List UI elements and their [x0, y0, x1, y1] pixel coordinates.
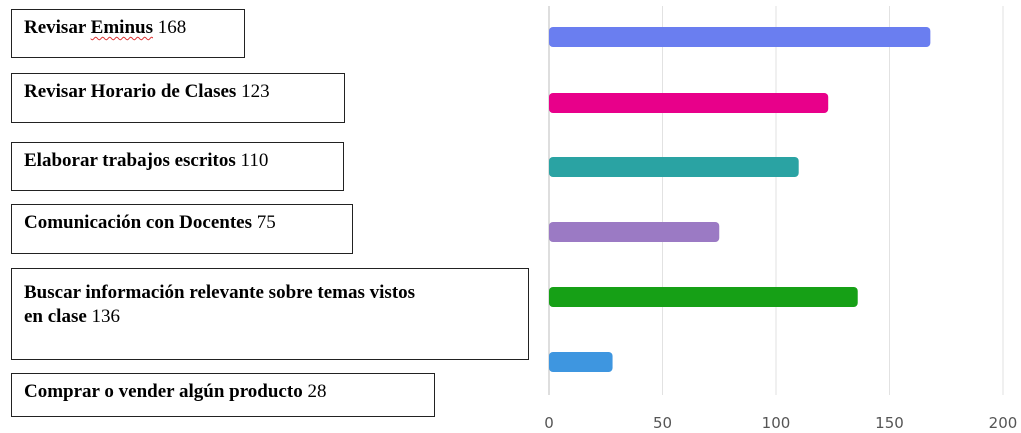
- label-comprar-vender: Comprar o vender algún producto 28: [11, 373, 435, 417]
- label-comunicacion-docentes: Comunicación con Docentes 75: [11, 204, 353, 254]
- label-value: 28: [307, 381, 327, 402]
- label-value: 110: [240, 150, 269, 171]
- label-value: 136: [91, 306, 121, 327]
- label-name-line2: en clase: [24, 306, 87, 327]
- label-name: Revisar Horario de Clases: [24, 81, 237, 102]
- bar: [549, 27, 931, 47]
- bar: [549, 287, 858, 307]
- label-revisar-horario: Revisar Horario de Clases 123: [11, 73, 345, 123]
- bar: [549, 93, 829, 113]
- x-tick-label: 150: [875, 414, 904, 432]
- x-tick-label: 50: [653, 414, 672, 432]
- bar: [549, 352, 613, 372]
- label-name-line1: Buscar información relevante sobre temas…: [24, 282, 416, 303]
- label-name-text: Revisar Eminus: [24, 17, 153, 38]
- grid-lines: [548, 6, 1004, 395]
- x-tick-label: 200: [989, 414, 1018, 432]
- label-name: Comunicación con Docentes: [24, 212, 252, 233]
- bar: [549, 222, 720, 242]
- bar: [549, 157, 799, 177]
- x-tick-labels: 0 50 100 150 200: [544, 414, 1017, 432]
- label-elaborar-trabajos: Elaborar trabajos escritos 110: [11, 142, 344, 191]
- label-buscar-informacion: Buscar información relevante sobre temas…: [11, 268, 529, 360]
- label-value: 75: [256, 212, 276, 233]
- bars: [549, 27, 931, 372]
- label-name: Elaborar trabajos escritos: [24, 150, 236, 171]
- label-value: 168: [157, 17, 187, 38]
- label-revisar-eminus: Revisar Eminus 168: [11, 9, 245, 58]
- label-value: 123: [241, 81, 270, 102]
- label-name: Comprar o vender algún producto: [24, 381, 303, 402]
- label-name: Revisar Eminus: [24, 17, 153, 38]
- x-tick-label: 0: [544, 414, 554, 432]
- x-tick-label: 100: [762, 414, 791, 432]
